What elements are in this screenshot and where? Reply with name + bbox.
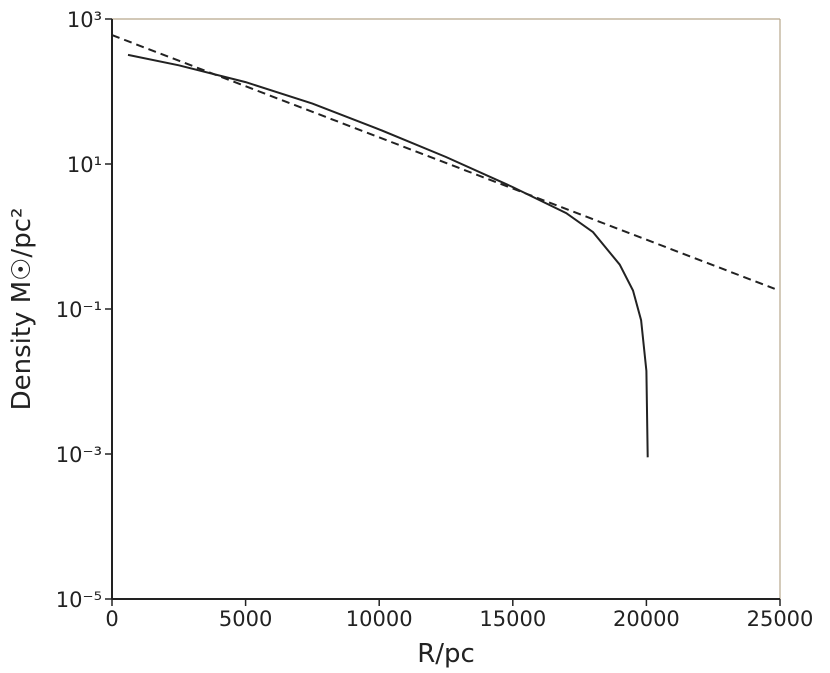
y-tick-label: 10⁻¹ xyxy=(56,298,102,322)
x-tick-label: 15000 xyxy=(479,607,546,631)
y-tick-label: 10⁻³ xyxy=(56,443,102,467)
x-tick-label: 20000 xyxy=(613,607,680,631)
y-axis-label: Density M☉/pc² xyxy=(7,208,37,411)
data-line xyxy=(111,34,776,290)
x-tick-label: 0 xyxy=(105,607,118,631)
x-tick-label: 10000 xyxy=(346,607,413,631)
x-axis-label: R/pc xyxy=(417,639,475,669)
y-tick-label: 10³ xyxy=(67,8,102,32)
y-tick-label: 10¹ xyxy=(67,153,102,177)
x-tick-label: 5000 xyxy=(219,607,272,631)
data-line xyxy=(127,53,649,458)
x-tick-label: 25000 xyxy=(747,607,814,631)
y-tick-label: 10⁻⁵ xyxy=(56,588,102,612)
